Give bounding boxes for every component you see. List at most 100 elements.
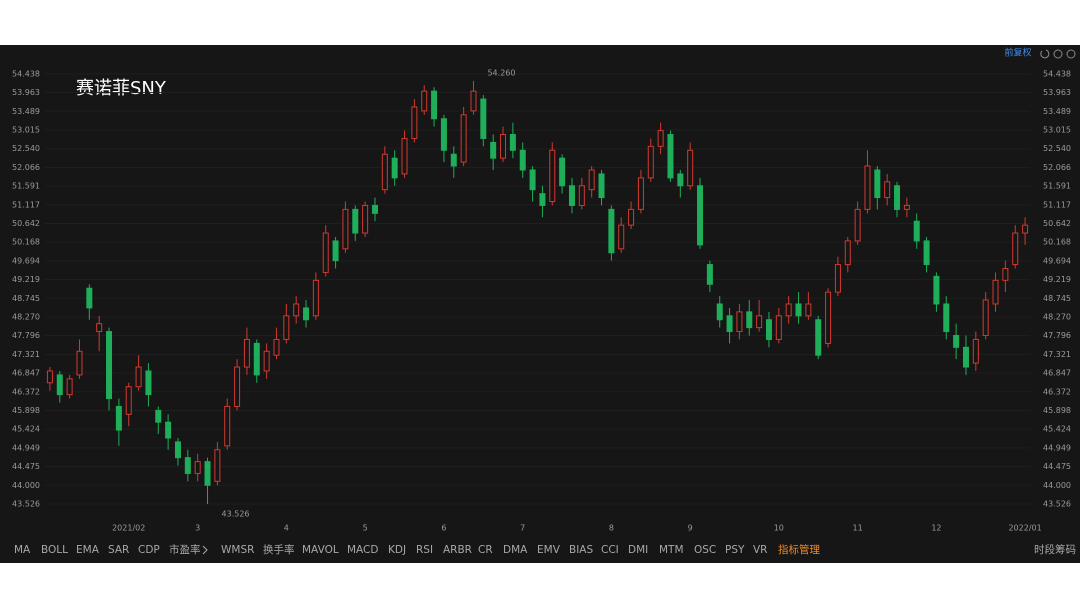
candle-body xyxy=(647,145,654,179)
indicator-button[interactable]: BIAS xyxy=(569,544,593,556)
x-tick-label: 3 xyxy=(195,524,200,533)
candle-body xyxy=(795,303,802,317)
y-tick-label-right: 51.591 xyxy=(1043,182,1071,191)
indicator-button[interactable]: MACD xyxy=(347,544,378,556)
window-icons xyxy=(1040,49,1076,59)
y-tick-label-right: 44.475 xyxy=(1043,462,1071,471)
candle-body xyxy=(637,177,644,210)
adjust-button[interactable]: 前复权 xyxy=(1004,47,1031,59)
candle-body xyxy=(815,319,822,356)
y-tick-label-right: 50.642 xyxy=(1043,219,1071,228)
candle-body xyxy=(371,204,378,214)
indicator-button[interactable]: PSY xyxy=(725,544,745,556)
y-tick-label: 51.117 xyxy=(12,200,40,209)
indicator-button[interactable]: WMSR xyxy=(221,544,254,556)
candle-body xyxy=(86,287,93,309)
y-tick-label: 54.438 xyxy=(12,69,40,78)
indicator-button[interactable]: SAR xyxy=(108,544,129,556)
candle-body xyxy=(529,169,536,191)
candle-body xyxy=(736,311,743,333)
indicator-button[interactable]: DMA xyxy=(503,544,528,556)
candle-body xyxy=(805,303,812,317)
y-tick-label: 45.898 xyxy=(12,406,40,415)
candle-body xyxy=(56,374,63,396)
candle-body xyxy=(706,264,713,285)
candle-body xyxy=(598,173,605,199)
y-tick-label-right: 44.949 xyxy=(1043,443,1071,452)
y-tick-label-right: 53.489 xyxy=(1043,107,1071,116)
x-tick-label: 8 xyxy=(609,524,614,533)
indicator-button[interactable]: MAVOL xyxy=(302,544,339,556)
candle-body xyxy=(884,181,891,199)
y-tick-label: 52.066 xyxy=(12,163,40,172)
candle-body xyxy=(155,409,162,423)
y-tick-label-right: 52.066 xyxy=(1043,163,1071,172)
indicator-button[interactable]: 市盈率 xyxy=(169,543,201,556)
y-tick-label: 49.694 xyxy=(12,256,40,265)
candle-body xyxy=(283,315,290,340)
indicator-button[interactable]: MTM xyxy=(659,544,684,556)
candle-body xyxy=(470,90,477,112)
candle-body xyxy=(352,208,359,234)
candle-body xyxy=(174,441,181,459)
y-tick-label: 46.372 xyxy=(12,387,40,396)
y-tick-label-right: 46.372 xyxy=(1043,387,1071,396)
x-tick-label: 12 xyxy=(931,524,941,533)
indicator-button[interactable]: ARBR xyxy=(443,544,472,556)
chart-title: 赛诺菲SNY xyxy=(76,78,167,99)
candle-body xyxy=(697,185,704,246)
indicator-button[interactable]: CCI xyxy=(601,544,619,556)
y-tick-label: 53.963 xyxy=(12,88,40,97)
indicator-button[interactable]: 换手率 xyxy=(263,543,295,556)
y-tick-label-right: 44.000 xyxy=(1043,481,1071,490)
indicator-button[interactable]: MA xyxy=(14,544,31,556)
reset-icon[interactable] xyxy=(1040,49,1050,59)
indicator-manage-button[interactable]: 指标管理 xyxy=(778,543,820,556)
candle-body xyxy=(628,208,635,226)
x-tick-label: 10 xyxy=(774,524,784,533)
view-button[interactable]: 筹码 xyxy=(1055,543,1076,556)
indicator-button[interactable]: OSC xyxy=(694,544,716,556)
candle-body xyxy=(1002,268,1009,281)
candle-body xyxy=(864,165,871,210)
candle-body xyxy=(234,366,241,407)
candle-body xyxy=(411,106,418,139)
indicator-button[interactable]: DMI xyxy=(628,544,648,556)
indicator-button[interactable]: CR xyxy=(478,544,493,556)
indicator-button[interactable]: KDJ xyxy=(388,544,406,556)
y-tick-label-right: 49.694 xyxy=(1043,256,1071,265)
candle-body xyxy=(716,303,723,321)
candle-body xyxy=(913,220,920,242)
candle-body xyxy=(618,224,625,250)
y-tick-label: 50.642 xyxy=(12,219,40,228)
candle-body xyxy=(519,149,526,171)
candle-body xyxy=(431,90,438,120)
y-tick-label: 48.745 xyxy=(12,294,40,303)
minimize-icon[interactable] xyxy=(1053,49,1063,59)
x-tick-label: 6 xyxy=(441,524,446,533)
close-icon[interactable] xyxy=(1066,49,1076,59)
y-tick-label-right: 52.540 xyxy=(1043,144,1071,153)
y-tick-label-right: 51.117 xyxy=(1043,200,1071,209)
indicator-button[interactable]: EMA xyxy=(76,544,100,556)
candle-body xyxy=(342,208,349,250)
indicator-button[interactable]: CDP xyxy=(138,544,160,556)
candle-body xyxy=(834,264,841,293)
y-tick-label: 53.015 xyxy=(12,125,40,134)
candle-body xyxy=(992,279,999,305)
indicator-button[interactable]: EMV xyxy=(537,544,561,556)
candle-body xyxy=(687,149,694,187)
candle-body xyxy=(578,185,585,206)
candle-body xyxy=(490,141,497,159)
indicator-button[interactable]: RSI xyxy=(416,544,433,556)
candle-body xyxy=(106,331,113,400)
candle-body xyxy=(273,338,280,356)
candle-body xyxy=(135,366,142,388)
y-tick-label-right: 48.270 xyxy=(1043,312,1071,321)
candle-body xyxy=(362,204,369,234)
indicator-button[interactable]: VR xyxy=(753,544,767,556)
view-button[interactable]: 时段 xyxy=(1034,543,1056,556)
more-arrow[interactable] xyxy=(202,545,208,555)
indicator-button[interactable]: BOLL xyxy=(41,544,68,556)
candle-body xyxy=(224,405,231,447)
